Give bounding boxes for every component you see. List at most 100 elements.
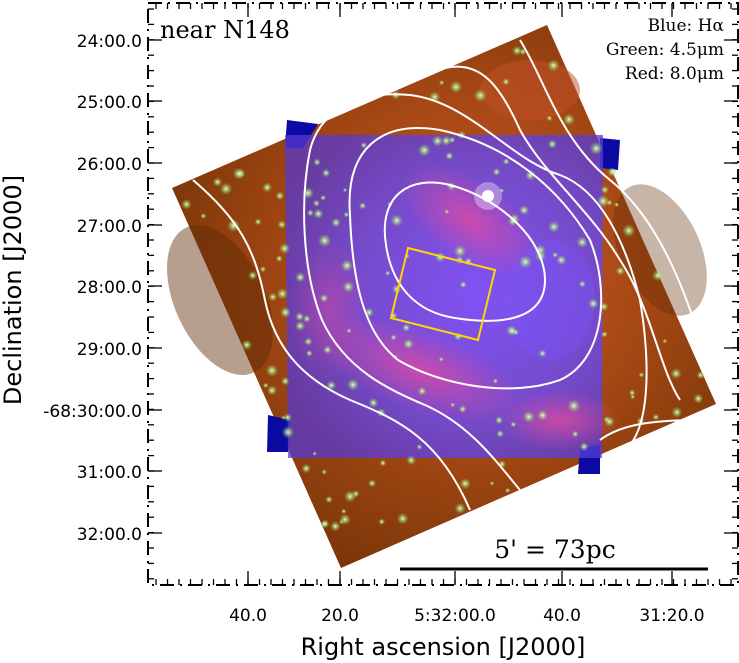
star [283, 413, 293, 422]
star [604, 416, 615, 428]
star [473, 88, 488, 103]
star [438, 356, 444, 362]
star [518, 204, 530, 216]
star [547, 139, 558, 149]
star [579, 442, 589, 452]
legend-blue: Blue: Hα [648, 16, 725, 36]
star [340, 259, 354, 272]
star [385, 270, 391, 276]
star [518, 255, 532, 269]
x-tick-label: 5:32:00.0 [414, 606, 496, 626]
star [278, 242, 291, 255]
star [294, 320, 306, 332]
star [321, 469, 328, 475]
star [254, 218, 262, 226]
star [331, 217, 341, 228]
star [589, 141, 603, 156]
star [431, 135, 444, 147]
star [262, 182, 273, 193]
star [219, 182, 233, 196]
x-tick-label: 31:20.0 [639, 606, 704, 626]
y-tick-label: 32:00.0 [77, 525, 142, 545]
star [494, 416, 504, 425]
star [320, 194, 327, 201]
star [379, 459, 387, 467]
star [600, 185, 610, 194]
star [670, 368, 682, 380]
star [696, 371, 705, 380]
star [614, 202, 620, 208]
star [232, 167, 245, 180]
star [321, 519, 330, 528]
star [450, 402, 456, 408]
star [402, 323, 411, 332]
star [346, 328, 352, 334]
star [268, 292, 278, 302]
star [417, 143, 431, 157]
star [319, 293, 329, 303]
star [651, 269, 664, 282]
star [449, 80, 463, 94]
star [325, 495, 333, 504]
target-region-box [389, 246, 497, 342]
star [259, 265, 267, 273]
star [525, 170, 536, 181]
x-tick-label: 20.0 [321, 606, 359, 626]
star [417, 386, 427, 396]
star [502, 77, 510, 86]
star [563, 113, 575, 126]
star [339, 513, 351, 526]
star [662, 338, 668, 344]
y-tick-label: 31:00.0 [77, 463, 142, 483]
star [358, 202, 367, 210]
star-field [181, 45, 705, 532]
star [248, 270, 258, 281]
star [489, 480, 495, 486]
star [368, 479, 377, 488]
star [295, 312, 305, 322]
star [671, 406, 683, 418]
star [444, 209, 450, 215]
y-tick-label: 27:00.0 [77, 217, 142, 237]
scale-bar-label: 5' = 73pc [494, 535, 615, 564]
star [454, 502, 466, 514]
star [628, 389, 636, 397]
star [313, 158, 321, 167]
star [438, 79, 445, 86]
star [360, 141, 368, 149]
star [330, 521, 341, 532]
star [507, 216, 519, 227]
x-axis-label: Right ascension [J2000] [301, 633, 586, 661]
y-tick-label: 26:00.0 [77, 155, 142, 175]
star [301, 463, 312, 474]
y-tick-label: 25:00.0 [77, 93, 142, 113]
star [342, 280, 355, 293]
halpha-corner-top-right [600, 138, 620, 170]
star [341, 508, 347, 515]
star [576, 236, 588, 249]
star [200, 213, 207, 219]
star [368, 397, 379, 408]
star [265, 364, 279, 377]
star [504, 487, 511, 494]
star [537, 409, 549, 421]
star [453, 244, 467, 258]
star [262, 382, 269, 389]
star [496, 429, 504, 438]
star [295, 272, 306, 283]
star [459, 477, 471, 490]
star [441, 135, 452, 146]
star [212, 177, 223, 188]
star [342, 187, 348, 193]
field-label: near N148 [160, 16, 290, 44]
star [346, 378, 360, 391]
star [552, 252, 559, 258]
star [511, 45, 523, 56]
star [304, 337, 313, 346]
star [390, 214, 403, 227]
star [241, 339, 253, 351]
star [547, 59, 560, 72]
star [305, 349, 313, 357]
star [458, 405, 467, 414]
